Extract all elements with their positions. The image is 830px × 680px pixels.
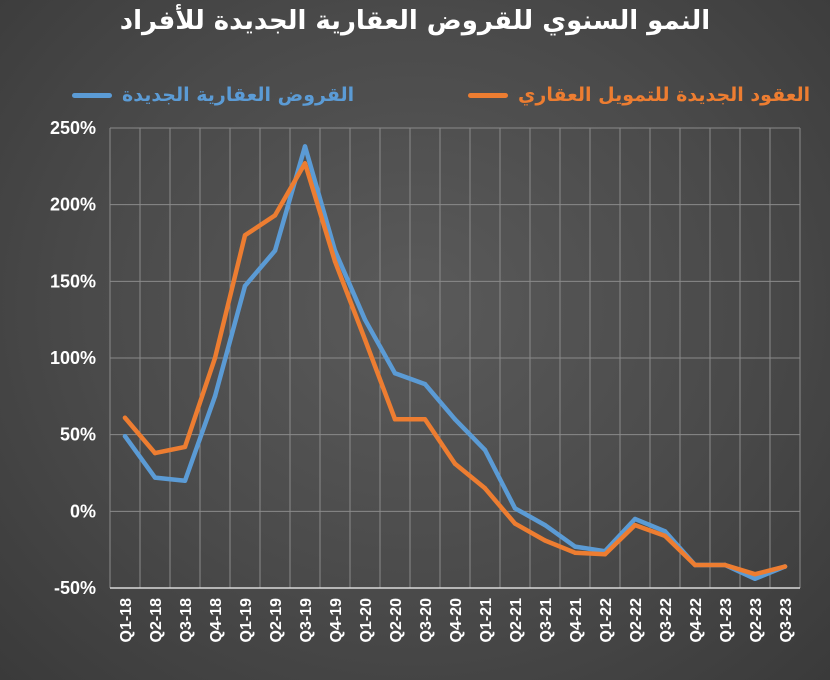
x-tick-label: Q3-20 — [418, 598, 435, 643]
x-tick-label: Q3-21 — [538, 598, 555, 643]
data-point-contracts — [782, 564, 788, 569]
data-point-loans — [272, 248, 278, 253]
y-tick-label: 100% — [50, 348, 96, 368]
data-point-contracts — [272, 213, 278, 218]
data-point-contracts — [392, 417, 398, 422]
data-point-contracts — [422, 417, 428, 422]
data-point-contracts — [512, 521, 518, 526]
x-tick-label: Q2-23 — [748, 598, 765, 643]
data-point-contracts — [722, 562, 728, 568]
x-tick-label: Q4-19 — [328, 598, 345, 643]
data-point-contracts — [692, 562, 698, 568]
data-point-loans — [452, 417, 458, 422]
data-point-loans — [362, 317, 368, 322]
chart-title: النمو السنوي للقروض العقارية الجديدة للأ… — [119, 6, 711, 36]
chart-legend: القروض العقارية الجديدة العقود الجديدة ل… — [0, 84, 830, 114]
data-point-contracts — [572, 550, 578, 555]
data-point-loans — [302, 144, 308, 149]
data-point-contracts — [542, 538, 548, 543]
legend-item-contracts: العقود الجديدة للتمويل العقاري — [468, 84, 810, 106]
data-point-contracts — [482, 486, 488, 491]
data-point-loans — [512, 506, 518, 511]
x-tick-label: Q3-23 — [778, 598, 795, 643]
x-tick-label: Q2-21 — [508, 598, 525, 643]
data-point-loans — [422, 381, 428, 387]
data-point-contracts — [632, 522, 638, 528]
data-point-loans — [662, 529, 668, 534]
x-tick-label: Q2-22 — [628, 598, 645, 643]
legend-swatch-contracts — [468, 92, 508, 98]
data-point-contracts — [212, 355, 218, 361]
x-tick-label: Q3-18 — [178, 598, 195, 643]
x-tick-label: Q1-19 — [238, 598, 255, 643]
data-point-loans — [752, 576, 758, 581]
series-line-loans — [122, 144, 788, 582]
y-tick-label: 150% — [50, 271, 96, 291]
x-tick-label: Q2-18 — [148, 598, 165, 643]
data-point-loans — [212, 394, 218, 399]
data-point-contracts — [182, 444, 188, 450]
data-point-contracts — [302, 161, 308, 166]
data-point-contracts — [752, 572, 758, 577]
data-point-loans — [482, 447, 488, 453]
x-tick-label: Q1-18 — [118, 598, 135, 643]
data-point-contracts — [452, 461, 458, 466]
y-tick-label: 50% — [60, 425, 96, 445]
data-point-contracts — [362, 337, 368, 342]
legend-swatch-loans — [72, 92, 112, 98]
x-tick-label: Q3-19 — [298, 598, 315, 643]
data-point-loans — [122, 434, 128, 439]
y-tick-label: 0% — [70, 501, 96, 521]
data-point-loans — [572, 544, 578, 549]
data-point-contracts — [662, 533, 668, 539]
data-point-contracts — [122, 415, 128, 420]
x-tick-label: Q4-22 — [688, 598, 705, 643]
x-tick-label: Q4-20 — [448, 598, 465, 643]
x-tick-label: Q4-21 — [568, 598, 585, 643]
data-point-loans — [542, 522, 548, 528]
data-point-contracts — [152, 450, 158, 456]
data-point-loans — [392, 371, 398, 376]
x-tick-label: Q1-23 — [718, 598, 735, 643]
y-tick-label: 200% — [50, 195, 96, 215]
x-tick-label: Q4-18 — [208, 598, 225, 643]
data-point-contracts — [242, 233, 248, 238]
x-tick-label: Q2-19 — [268, 598, 285, 643]
legend-item-loans: القروض العقارية الجديدة — [72, 84, 354, 106]
data-point-contracts — [332, 259, 338, 264]
x-tick-label: Q1-20 — [358, 598, 375, 643]
data-point-loans — [182, 478, 188, 483]
legend-label-contracts: العقود الجديدة للتمويل العقاري — [518, 84, 811, 106]
data-point-loans — [632, 516, 638, 522]
data-point-contracts — [602, 552, 608, 557]
x-tick-label: Q3-22 — [658, 598, 675, 643]
y-tick-label: -50% — [54, 578, 96, 598]
x-tick-label: Q1-22 — [598, 598, 615, 643]
x-tick-label: Q2-20 — [388, 598, 405, 643]
legend-label-loans: القروض العقارية الجديدة — [122, 84, 355, 106]
data-point-loans — [242, 283, 248, 289]
x-tick-label: Q1-21 — [478, 598, 495, 643]
data-point-loans — [152, 475, 158, 480]
y-tick-label: 250% — [50, 118, 96, 138]
